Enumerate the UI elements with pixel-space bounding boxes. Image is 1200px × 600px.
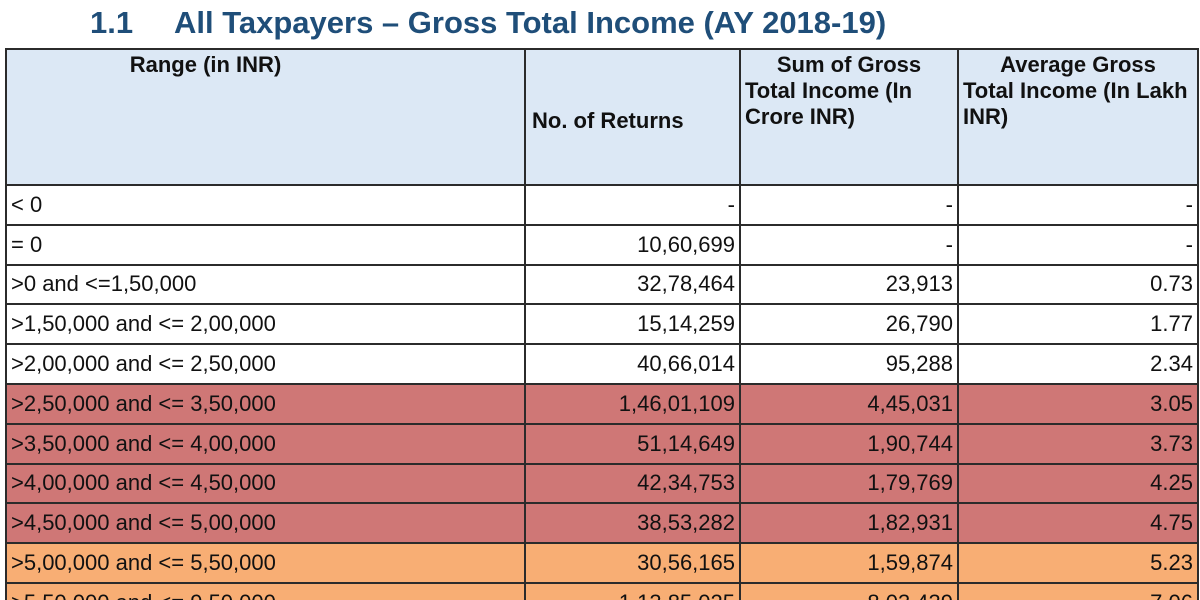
- returns-cell: 51,14,649: [524, 422, 741, 465]
- page-title: 1.1 All Taxpayers – Gross Total Income (A…: [90, 2, 886, 44]
- sum-cell: 1,79,769: [739, 462, 959, 505]
- returns-cell: 38,53,282: [524, 502, 741, 545]
- returns-cell: -: [524, 184, 741, 226]
- returns-cell: 1,13,85,025: [524, 581, 741, 600]
- range-cell: >2,50,000 and <= 3,50,000: [5, 382, 526, 425]
- table-row: >0 and <=1,50,000 32,78,464 23,913 0.73: [5, 263, 1199, 306]
- sum-cell: 1,82,931: [739, 502, 959, 545]
- section-number: 1.1: [90, 5, 134, 40]
- range-cell: >1,50,000 and <= 2,00,000: [5, 303, 526, 346]
- returns-cell: 1,46,01,109: [524, 382, 741, 425]
- sum-cell: 8,03,439: [739, 581, 959, 600]
- income-table: Range (in INR) No. of Returns Sum of Gro…: [5, 48, 1199, 600]
- table-row: >3,50,000 and <= 4,00,000 51,14,649 1,90,7…: [5, 422, 1199, 465]
- table-row: = 0 10,60,699- -: [5, 223, 1199, 266]
- header-row: Range (in INR) No. of Returns Sum of Gro…: [5, 48, 1199, 186]
- table-row: >4,50,000 and <= 5,00,000 38,53,282 1,82,9…: [5, 502, 1199, 545]
- header-range: Range (in INR): [5, 48, 526, 186]
- average-cell: 3.73: [957, 422, 1199, 465]
- returns-cell: 32,78,464: [524, 263, 741, 306]
- returns-cell: 42,34,753: [524, 462, 741, 505]
- average-cell: 5.23: [957, 542, 1199, 584]
- returns-cell: 10,60,699: [524, 223, 741, 266]
- header-sum: Sum of Gross Total Income (In Crore INR): [739, 48, 959, 186]
- average-cell: 3.05: [957, 382, 1199, 425]
- average-cell: 4.25: [957, 462, 1199, 505]
- table-row: >5,00,000 and <= 5,50,000 30,56,165 1,59,8…: [5, 542, 1199, 584]
- table-row: >2,50,000 and <= 3,50,000 1,46,01,109 4,45…: [5, 382, 1199, 425]
- average-cell: 1.77: [957, 303, 1199, 346]
- range-cell: >4,00,000 and <= 4,50,000: [5, 462, 526, 505]
- range-cell: >5,00,000 and <= 5,50,000: [5, 542, 526, 584]
- range-cell: >4,50,000 and <= 5,00,000: [5, 502, 526, 545]
- header-returns: No. of Returns: [524, 48, 741, 186]
- table-row: >5,50,000 and <= 9,50,0001,13,85,0258,03…: [5, 581, 1199, 600]
- returns-cell: 30,56,165: [524, 542, 741, 584]
- average-cell: -: [957, 184, 1199, 226]
- sum-cell: 4,45,031: [739, 382, 959, 425]
- range-cell: >3,50,000 and <= 4,00,000: [5, 422, 526, 465]
- sum-cell: 23,913: [739, 263, 959, 306]
- sum-cell: -: [739, 184, 959, 226]
- sum-cell: -: [739, 223, 959, 266]
- table-row: >2,00,000 and <= 2,50,000 40,66,014 95,288…: [5, 343, 1199, 385]
- average-cell: -: [957, 223, 1199, 266]
- sum-cell: 95,288: [739, 343, 959, 385]
- title-text: All Taxpayers – Gross Total Income (AY 2…: [174, 5, 887, 40]
- range-cell: >5,50,000 and <= 9,50,000: [5, 581, 526, 600]
- sum-cell: 1,90,744: [739, 422, 959, 465]
- average-cell: 4.75: [957, 502, 1199, 545]
- average-cell: 0.73: [957, 263, 1199, 306]
- range-cell: >0 and <=1,50,000: [5, 263, 526, 306]
- table-row: >4,00,000 and <= 4,50,000 42,34,753 1,79,7…: [5, 462, 1199, 505]
- range-cell: >2,00,000 and <= 2,50,000: [5, 343, 526, 385]
- sum-cell: 26,790: [739, 303, 959, 346]
- range-cell: = 0: [5, 223, 526, 266]
- header-average: Average Gross Total Income (In Lakh INR): [957, 48, 1199, 186]
- sum-cell: 1,59,874: [739, 542, 959, 584]
- returns-cell: 40,66,014: [524, 343, 741, 385]
- table-row: < 0---: [5, 184, 1199, 226]
- range-cell: < 0: [5, 184, 526, 226]
- average-cell: 7.06: [957, 581, 1199, 600]
- table-row: >1,50,000 and <= 2,00,000 15,14,259 26,790…: [5, 303, 1199, 346]
- returns-cell: 15,14,259: [524, 303, 741, 346]
- average-cell: 2.34: [957, 343, 1199, 385]
